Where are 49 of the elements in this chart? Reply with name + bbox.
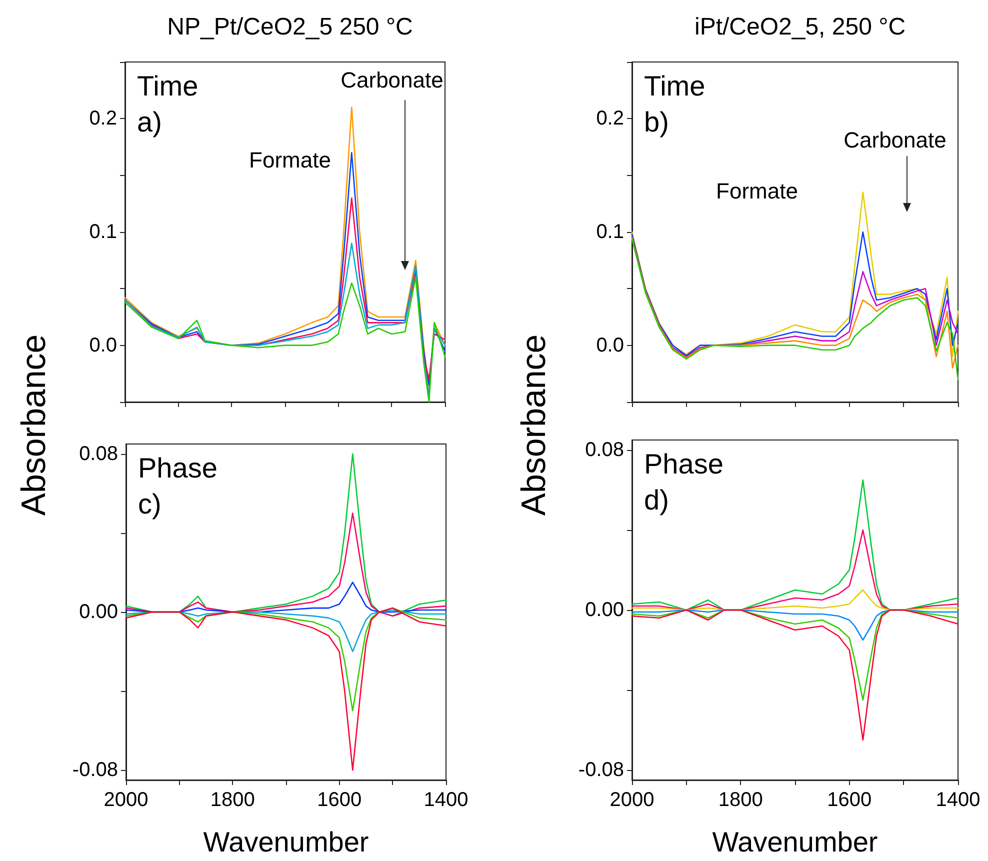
line-series: [124, 242, 446, 397]
y-axis-title: Absorbance: [514, 334, 554, 516]
x-tick-label: 1600: [827, 789, 872, 811]
annotation: Phase: [644, 448, 724, 480]
line-series: [631, 609, 959, 641]
line-series: [631, 479, 959, 611]
x-tick-label: 1400: [424, 789, 468, 811]
x-tick-label: 1400: [936, 789, 980, 811]
line-series: [631, 589, 959, 611]
annotation: Carbonate: [340, 68, 444, 92]
line-series: [631, 609, 959, 741]
x-tick-label: 1800: [210, 789, 255, 811]
y-tick-label: 0.08: [585, 439, 624, 461]
annotation: Phase: [138, 452, 218, 484]
x-tick-label: 2000: [610, 789, 654, 811]
line-series: [631, 529, 959, 611]
annotation: a): [137, 106, 162, 138]
annotation: Carbonate: [844, 128, 946, 152]
annotation: c): [138, 488, 162, 520]
chart-title: iPt/CeO2_5, 250 °C: [694, 14, 906, 40]
y-tick-label: 0.2: [89, 108, 117, 130]
y-tick-label: 0.2: [596, 108, 624, 130]
y-tick-label: 0.08: [79, 442, 118, 465]
line-series: [125, 607, 447, 771]
annotation: b): [644, 106, 669, 138]
y-axis-title: Absorbance: [14, 334, 54, 516]
x-axis-title: Wavenumber: [712, 826, 878, 858]
line-series: [124, 106, 446, 392]
annotation: Time: [644, 70, 706, 102]
annotation: Time: [137, 70, 198, 102]
x-tick-label: 1600: [317, 789, 362, 811]
line-series: [631, 609, 959, 701]
y-tick-label: 0.0: [596, 334, 624, 356]
chart-title: NP_Pt/CeO2_5 250 °C: [167, 14, 413, 40]
y-tick-label: 0.00: [79, 601, 118, 623]
y-tick-label: 0.00: [585, 599, 624, 621]
x-tick-label: 1800: [718, 789, 763, 811]
y-tick-label: -0.08: [578, 759, 624, 781]
y-tick-label: 0.1: [89, 221, 117, 243]
line-series: [124, 152, 446, 386]
x-tick-label: 2000: [104, 789, 148, 811]
y-tick-label: 0.0: [89, 334, 117, 356]
y-tick-label: -0.08: [72, 759, 118, 782]
annotation: d): [644, 484, 669, 516]
line-series: [125, 609, 447, 652]
y-tick-label: 0.1: [596, 221, 624, 243]
annotation: Formate: [249, 148, 331, 172]
annotation: Formate: [716, 178, 798, 204]
x-axis-title: Wavenumber: [203, 826, 369, 858]
